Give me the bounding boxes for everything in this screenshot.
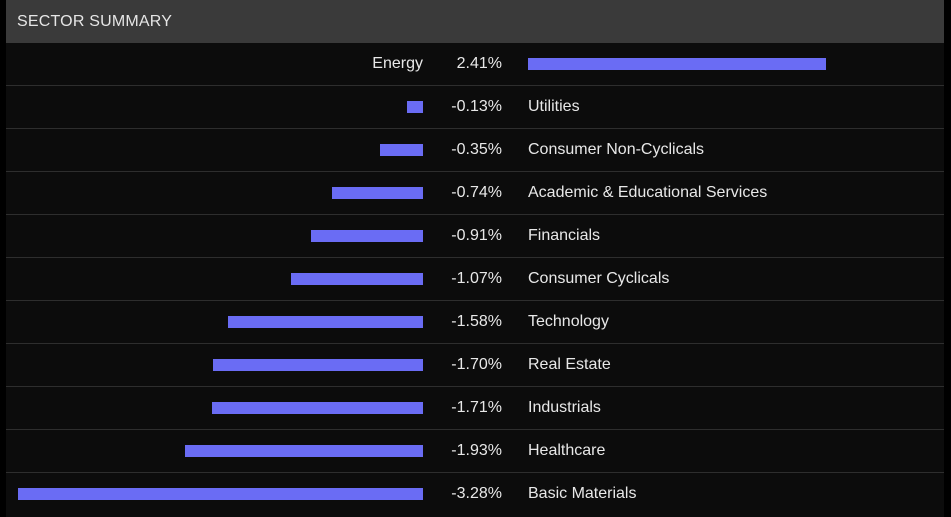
sector-bar [17,488,423,500]
sector-row: -0.91% Financials [6,215,944,258]
sector-bar [528,58,826,70]
sector-row: -1.07% Consumer Cyclicals [6,258,944,301]
sector-bar [406,101,423,113]
sector-bar [227,316,423,328]
sector-value: -0.13% [451,98,502,115]
sector-label: Energy [372,55,423,72]
sector-label: Healthcare [528,442,606,459]
sector-row: -1.93% Healthcare [6,430,944,473]
widget-header: SECTOR SUMMARY [6,0,944,43]
sector-bar [184,445,423,457]
sector-label: Financials [528,227,601,244]
sector-value: -1.71% [451,399,502,416]
sector-value: -0.74% [451,184,502,201]
sector-value: 2.41% [456,55,502,72]
sector-label: Consumer Non-Cyclicals [528,141,705,158]
sector-row: -0.13% Utilities [6,86,944,129]
sector-value: -0.91% [451,227,502,244]
sector-label: Consumer Cyclicals [528,270,670,287]
sector-value: -0.35% [451,141,502,158]
sector-label: Industrials [528,399,601,416]
sector-label: Technology [528,313,609,330]
sector-value: -1.07% [451,270,502,287]
sector-summary-widget: SECTOR SUMMARY 2.41% Energy -0.13% Utilitie… [6,0,944,517]
widget-title: SECTOR SUMMARY [17,12,173,30]
sector-row: -0.74% Academic & Educational Services [6,172,944,215]
sector-row: -0.35% Consumer Non-Cyclicals [6,129,944,172]
sector-value: -1.70% [451,356,502,373]
sector-value: -3.28% [451,485,502,502]
sector-row: 2.41% Energy [6,43,944,86]
sector-row: -1.58% Technology [6,301,944,344]
sector-bar [379,144,423,156]
sector-label: Real Estate [528,356,611,373]
sector-bar [290,273,423,285]
sector-bar [211,402,423,414]
sector-row: -3.28% Basic Materials [6,473,944,516]
sector-value: -1.58% [451,313,502,330]
sector-rows: 2.41% Energy -0.13% Utilities -0.35% Consumer… [6,43,944,516]
sector-bar [213,359,423,371]
sector-label: Utilities [528,98,580,115]
sector-row: -1.71% Industrials [6,387,944,430]
sector-value: -1.93% [451,442,502,459]
sector-bar [310,230,423,242]
sector-label: Academic & Educational Services [528,184,768,201]
sector-bar [331,187,423,199]
sector-label: Basic Materials [528,485,637,502]
sector-row: -1.70% Real Estate [6,344,944,387]
